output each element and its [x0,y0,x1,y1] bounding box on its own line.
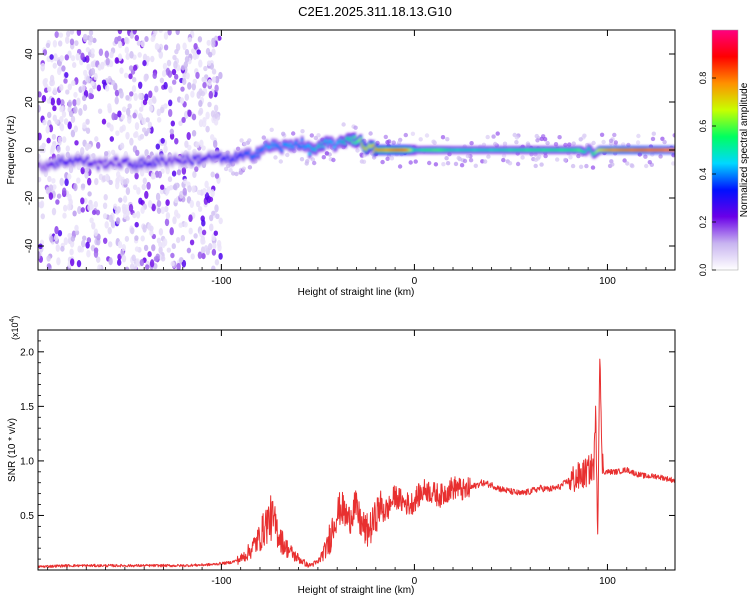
spectrogram-y-axis-label: Frequency (Hz) [6,116,17,185]
colorbar: 0.0 0.2 0.4 0.6 0.8 Normalized spectral ampl… [698,29,750,277]
spectrogram-panel: -100 0 100 -40 -20 0 20 40 Height of straight l… [6,29,676,298]
snr-y-multiplier: (x104) [9,316,20,340]
snr-x-tick-label: 0 [412,576,418,587]
spectrogram-axes: -100 0 100 -40 -20 0 20 40 [24,30,675,287]
snr-x-tick-label: -100 [211,576,231,587]
spectrogram-x-axis-label: Height of straight line (km) [298,287,415,298]
spectrogram-ridge [38,132,675,174]
spectrogram-x-tick-label: 0 [412,276,418,287]
spectrogram-y-tick-label: -20 [24,190,35,205]
colorbar-tick-label: 0.8 [698,72,708,85]
snr-y-tick-label: 0.5 [20,511,34,522]
spectrogram-x-tick-label: 100 [599,276,616,287]
snr-series-line [38,358,675,569]
colorbar-tick-label: 0.2 [698,216,708,229]
colorbar-tick-label: 0.6 [698,120,708,133]
snr-x-tick-label: 100 [599,576,616,587]
colorbar-label: Normalized spectral amplitude [739,82,750,217]
spectrogram-y-tick-label: -40 [24,238,35,253]
snr-y-axis-label: SNR (10 * v/v) [7,418,18,482]
colorbar-axis: 0.0 0.2 0.4 0.6 0.8 [698,72,716,277]
spectrogram-y-tick-label: 40 [24,48,35,60]
colorbar-tick-label: 0.4 [698,168,708,181]
colorbar-tick-label: 0.0 [698,264,708,277]
snr-panel: -100 0 100 0.5 1.0 1.5 2.0 Height of straight … [7,316,676,596]
snr-x-axis-label: Height of straight line (km) [298,585,415,596]
snr-y-tick-label: 2.0 [20,347,34,358]
snr-y-tick-label: 1.0 [20,456,34,467]
snr-background [38,330,675,570]
snr-y-tick-label: 1.5 [20,402,34,413]
colorbar-scale [711,29,739,271]
spectrogram-y-tick-label: 20 [24,96,35,108]
spectrogram-image [38,30,675,270]
snr-axes: -100 0 100 0.5 1.0 1.5 2.0 [20,330,675,587]
spectrogram-noise-cells [38,30,223,270]
chart-title: C2E1.2025.311.18.13.G10 [298,4,452,19]
spectrogram-x-tick-label: -100 [211,276,231,287]
spectrogram-y-tick-label: 0 [24,147,35,153]
